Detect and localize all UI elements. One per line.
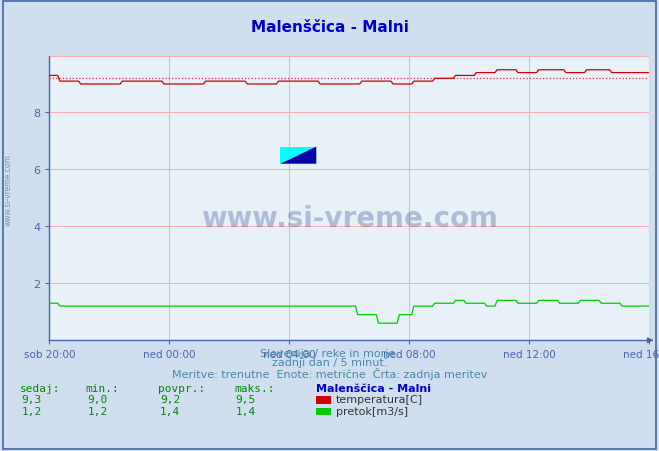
Text: maks.:: maks.: bbox=[234, 383, 274, 393]
Text: Malenščica - Malni: Malenščica - Malni bbox=[316, 383, 432, 393]
Text: sedaj:: sedaj: bbox=[20, 383, 60, 393]
Text: 9,0: 9,0 bbox=[88, 394, 107, 404]
Text: www.si-vreme.com: www.si-vreme.com bbox=[3, 153, 13, 226]
Text: 9,3: 9,3 bbox=[22, 394, 42, 404]
Polygon shape bbox=[280, 147, 316, 164]
Text: Slovenija / reke in morje.: Slovenija / reke in morje. bbox=[260, 348, 399, 358]
Text: 9,5: 9,5 bbox=[236, 394, 256, 404]
Text: 9,2: 9,2 bbox=[160, 394, 180, 404]
Text: 1,4: 1,4 bbox=[236, 406, 256, 416]
Text: 1,2: 1,2 bbox=[22, 406, 42, 416]
Text: Malenščica - Malni: Malenščica - Malni bbox=[250, 20, 409, 35]
Text: www.si-vreme.com: www.si-vreme.com bbox=[201, 204, 498, 232]
Text: 1,2: 1,2 bbox=[88, 406, 107, 416]
Text: 1,4: 1,4 bbox=[160, 406, 180, 416]
Text: temperatura[C]: temperatura[C] bbox=[336, 394, 423, 404]
Text: min.:: min.: bbox=[86, 383, 119, 393]
Text: pretok[m3/s]: pretok[m3/s] bbox=[336, 406, 408, 416]
Text: povpr.:: povpr.: bbox=[158, 383, 206, 393]
Bar bbox=[280, 147, 316, 164]
Text: zadnji dan / 5 minut.: zadnji dan / 5 minut. bbox=[272, 358, 387, 368]
Polygon shape bbox=[280, 147, 316, 164]
Text: Meritve: trenutne  Enote: metrične  Črta: zadnja meritev: Meritve: trenutne Enote: metrične Črta: … bbox=[172, 367, 487, 379]
